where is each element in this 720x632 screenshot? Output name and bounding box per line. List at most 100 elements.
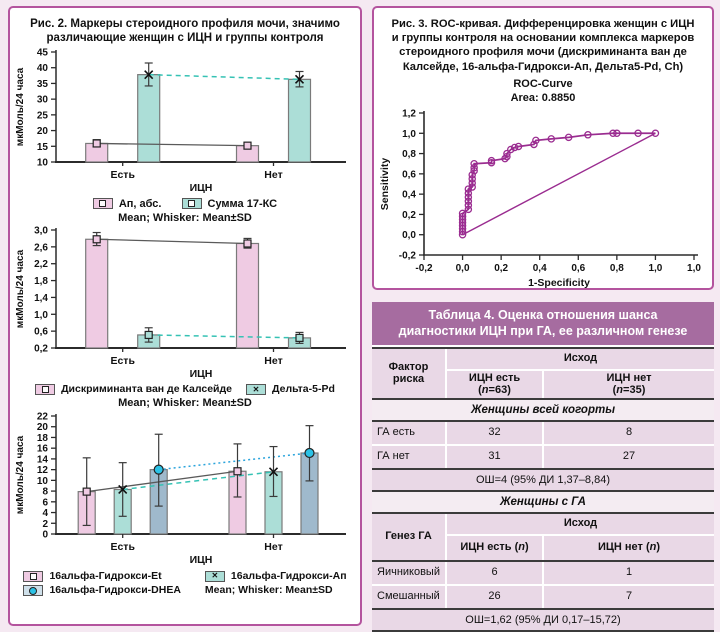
axis-labels: Есть Нет ИЦН мкМоль/24 часа	[15, 435, 283, 566]
svg-text:25: 25	[37, 110, 49, 121]
svg-text:0,0: 0,0	[402, 231, 416, 242]
series-lines	[96, 238, 300, 339]
svg-text:Sensitivity: Sensitivity	[379, 158, 391, 211]
svg-text:Нет: Нет	[264, 169, 282, 181]
figure2-title: Рис. 2. Маркеры стероидного профиля мочи…	[10, 17, 360, 46]
legend-item-discriminant: Дискриминанта ван де Калсейде	[35, 383, 232, 396]
roc-chart: -0,2 0,0 0,2 0,4 0,6 0,8 1,0 1,2 -0,2 0,0 0,2 0,4 0,…	[374, 105, 712, 291]
fig2b-svg: 0,2 0,6 1,0 1,4 1,8 2,2 2,6 3,0 Есть Нет ИЦН мкМоль…	[15, 225, 346, 380]
divider	[372, 397, 714, 400]
row-label: ГА нет	[372, 445, 445, 468]
divider	[372, 489, 714, 492]
svg-text:0,4: 0,4	[402, 190, 416, 201]
svg-text:2,2: 2,2	[34, 259, 48, 270]
svg-text:Нет: Нет	[264, 541, 282, 553]
legend-item-et: 16альфа-Гидрокси-Et	[23, 569, 180, 583]
square-marker-icon	[99, 200, 107, 208]
series-lines	[86, 451, 310, 492]
svg-text:10: 10	[37, 157, 49, 168]
figure3-title-line4: Калсейде, 16-альфа-Гидрокси-Ап, Дельта5-…	[402, 60, 684, 73]
row-label: Яичниковый	[372, 561, 445, 584]
divider	[372, 511, 714, 514]
legend-item-17ks: Сумма 17-КС	[181, 197, 278, 210]
teal-square-swatch-icon	[181, 198, 202, 210]
legend-label: Ап, абс.	[118, 197, 162, 210]
divider	[372, 559, 714, 562]
svg-text:1-Specificity: 1-Specificity	[528, 277, 590, 289]
legend-note-label: Mean; Whisker: Mean±SD	[204, 584, 333, 597]
fig2-top-legend-note: Mean; Whisker: Mean±SD	[118, 211, 252, 224]
svg-text:Нет: Нет	[264, 355, 282, 367]
svg-text:0,6: 0,6	[571, 263, 585, 274]
svg-text:20: 20	[37, 126, 49, 137]
col-outcome2: Исход	[447, 513, 714, 534]
axis-labels: Есть Нет ИЦН мкМоль/24 часа	[15, 249, 283, 380]
divider	[372, 467, 714, 470]
cell-value: 32	[447, 421, 542, 444]
legend-item-dhea: 16альфа-Гидрокси-DHEA	[23, 585, 181, 597]
col-outcome: Исход	[447, 348, 714, 369]
svg-text:Есть: Есть	[110, 541, 135, 553]
legend-label: Сумма 17-КС	[207, 197, 278, 210]
svg-text:0,2: 0,2	[34, 343, 48, 354]
figure3-panel: Рис. 3. ROC-кривая. Дифференцировка женщ…	[372, 6, 714, 290]
cell-value: 31	[447, 445, 542, 468]
table-4-title-line2: диагностики ИЦН при ГА, ее различном ген…	[398, 324, 688, 339]
band-ga: Женщины с ГА	[372, 491, 714, 512]
svg-text:1,2: 1,2	[402, 109, 416, 120]
fig2b-bar-s0-c0	[85, 238, 109, 349]
legend-label: Дельта-5-Pd	[272, 382, 335, 395]
legend-label: 16альфа-Гидрокси-Ап	[230, 569, 347, 582]
fig2-middle-legend-note: Mean; Whisker: Mean±SD	[118, 397, 252, 410]
legend-item-delta5pd: ✕ Дельта-5-Pd	[246, 382, 335, 396]
svg-text:0,2: 0,2	[402, 210, 416, 221]
svg-text:0,2: 0,2	[494, 263, 508, 274]
col-icn-no: ИЦН нет (n=35)	[544, 370, 714, 398]
svg-text:6: 6	[42, 497, 48, 508]
svg-text:мкМоль/24 часа: мкМоль/24 часа	[15, 67, 26, 146]
svg-text:0,6: 0,6	[402, 170, 416, 181]
whiskers-and-markers	[92, 62, 305, 150]
table-4-header-cohort: Фактор риска Исход ИЦН есть (n=63) ИЦН н…	[372, 348, 714, 398]
pink-square-swatch-icon	[35, 384, 56, 396]
figure3-title-line3: стероидного профиля мочи (дискриминанта …	[399, 46, 687, 59]
svg-text:16: 16	[37, 443, 49, 454]
svg-text:ИЦН: ИЦН	[190, 554, 213, 566]
cell-value: 1	[544, 561, 714, 584]
cell-value: 6	[447, 561, 542, 584]
cell-value: 27	[544, 445, 714, 468]
fig2-chart-top: 10 15 20 25 30 35 40 45 Есть Нет ИЦН мкМоль/24 часа	[10, 46, 360, 196]
row-label: Смешанный	[372, 585, 445, 608]
x-marker-icon: ✕	[211, 571, 219, 581]
fig2a-bar-s1-c0	[137, 73, 161, 163]
svg-text:0,4: 0,4	[533, 263, 547, 274]
svg-text:1,0: 1,0	[34, 310, 48, 321]
svg-text:1,4: 1,4	[34, 293, 48, 304]
roc-curve-label: ROC-Curve	[513, 77, 573, 90]
fig2-bottom-legend-note: Mean; Whisker: Mean±SD	[205, 585, 347, 597]
svg-text:14: 14	[37, 454, 49, 465]
legend-item-ap: Ап, абс.	[92, 197, 162, 210]
table-4-header-genesis: Генез ГА Исход ИЦН есть (n) ИЦН нет (n)	[372, 513, 714, 560]
axis-labels: Есть Нет ИЦН мкМоль/24 часа	[15, 67, 283, 194]
svg-text:0,8: 0,8	[610, 263, 624, 274]
fig2b-bar-s0-c1	[235, 242, 260, 349]
svg-text:1,0: 1,0	[402, 129, 416, 140]
svg-text:35: 35	[37, 79, 49, 90]
series-lines	[96, 73, 300, 147]
cell-value: 26	[447, 585, 542, 608]
col-icn-no-n2: ИЦН нет (n)	[544, 535, 714, 560]
table-4-title-line1: Таблица 4. Оценка отношения шанса	[428, 308, 658, 322]
roc-svg: -0,2 0,0 0,2 0,4 0,6 0,8 1,0 1,2 -0,2 0,0 0,2 0,4 0,…	[379, 109, 702, 290]
legend-label: 16альфа-Гидрокси-Et	[49, 569, 162, 582]
figure2-panel: Рис. 2. Маркеры стероидного профиля мочи…	[8, 6, 362, 626]
fig2a-bar-s1-c1	[287, 78, 312, 163]
roc-subtitle: ROC-Curve Area: 0.8850	[374, 77, 712, 106]
figure3-title: Рис. 3. ROC-кривая. Дифференцировка женщ…	[374, 17, 712, 74]
col-genesis: Генез ГА	[372, 513, 445, 560]
divider	[372, 346, 714, 349]
svg-text:1,8: 1,8	[34, 276, 48, 287]
svg-text:8: 8	[42, 486, 48, 497]
axes: -0,2 0,0 0,2 0,4 0,6 0,8 1,0 1,2 -0,2 0,0 0,2 0,4 0,…	[399, 109, 702, 275]
